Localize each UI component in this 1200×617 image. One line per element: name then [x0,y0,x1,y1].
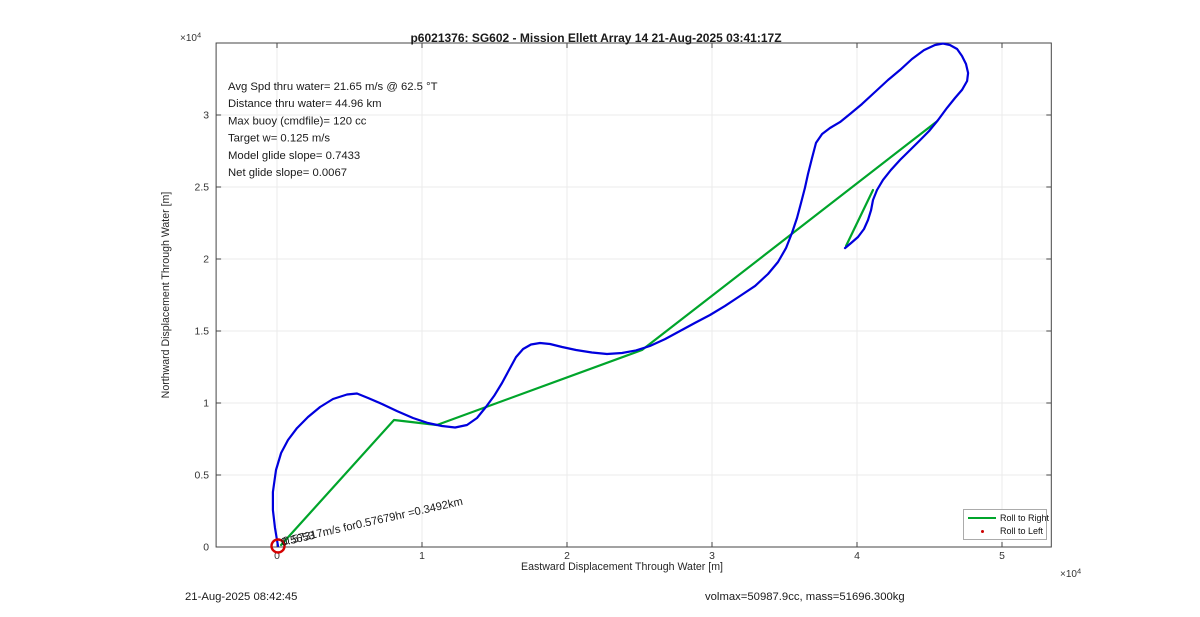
info-line-target-w: Target w= 0.125 m/s [228,133,330,145]
start-marker [270,538,286,554]
glide-slope-main [280,120,938,547]
x-tick-label: 3 [709,551,715,562]
info-line-model-slope: Model glide slope= 0.7433 [228,150,360,162]
legend-row-roll-right: Roll to Right [968,511,1050,525]
y-axis-label: Northward Displacement Through Water [m] [160,192,172,399]
y-tick-label: 1.5 [195,327,210,338]
chart-title: p6021376: SG602 - Mission Ellett Array 1… [410,31,781,45]
x-tick-label: 2 [564,551,570,562]
x-tick-label: 5 [999,551,1005,562]
info-line-max-buoy: Max buoy (cmdfile)= 120 cc [228,115,367,127]
info-line-distance: Distance thru water= 44.96 km [228,98,382,110]
legend-row-roll-left: Roll to Left [968,525,1046,539]
x-tick-label: 4 [854,551,860,562]
y-tick-label: 2.5 [195,183,210,194]
axes-frame [215,42,1052,548]
legend-box: Roll to Right Roll to Left [963,509,1050,540]
x-tick-label: 0 [274,551,280,562]
glide-slope-last [844,188,875,248]
x-tick-label: 1 [419,551,425,562]
y-tick-label: 3 [203,111,209,122]
legend-dot-sample [968,529,996,533]
y-axis-multiplier: ×104 [180,31,201,45]
plot-geometry: 0 1 2 3 4 5 0 0.5 1 1.5 2 2.5 3 ×104 ×104 [180,31,1081,581]
x-axis-multiplier: ×104 [1060,567,1081,581]
legend-line-sample [968,516,996,519]
y-tick-label: 0 [203,543,209,554]
y-tick-label: 2 [203,255,209,266]
legend-label-roll-left: Roll to Left [1000,526,1044,537]
y-tick-label: 0.5 [195,471,210,482]
track-through-water [271,42,970,548]
annotation-speed-distance: 0.57317m/s for0.57679hr =0.3492km [282,496,464,548]
info-line-net-slope: Net glide slope= 0.0067 [228,167,347,179]
y-tick-label: 1 [203,399,209,410]
legend-label-roll-right: Roll to Right [1000,512,1050,523]
footer-timestamp: 21-Aug-2025 08:42:45 [185,591,297,603]
footer-volmax-mass: volmax=50987.9cc, mass=51696.300kg [705,591,905,603]
x-axis-label: Eastward Displacement Through Water [m] [521,561,723,573]
info-line-avg-speed: Avg Spd thru water= 21.65 m/s @ 62.5 °T [228,81,438,93]
